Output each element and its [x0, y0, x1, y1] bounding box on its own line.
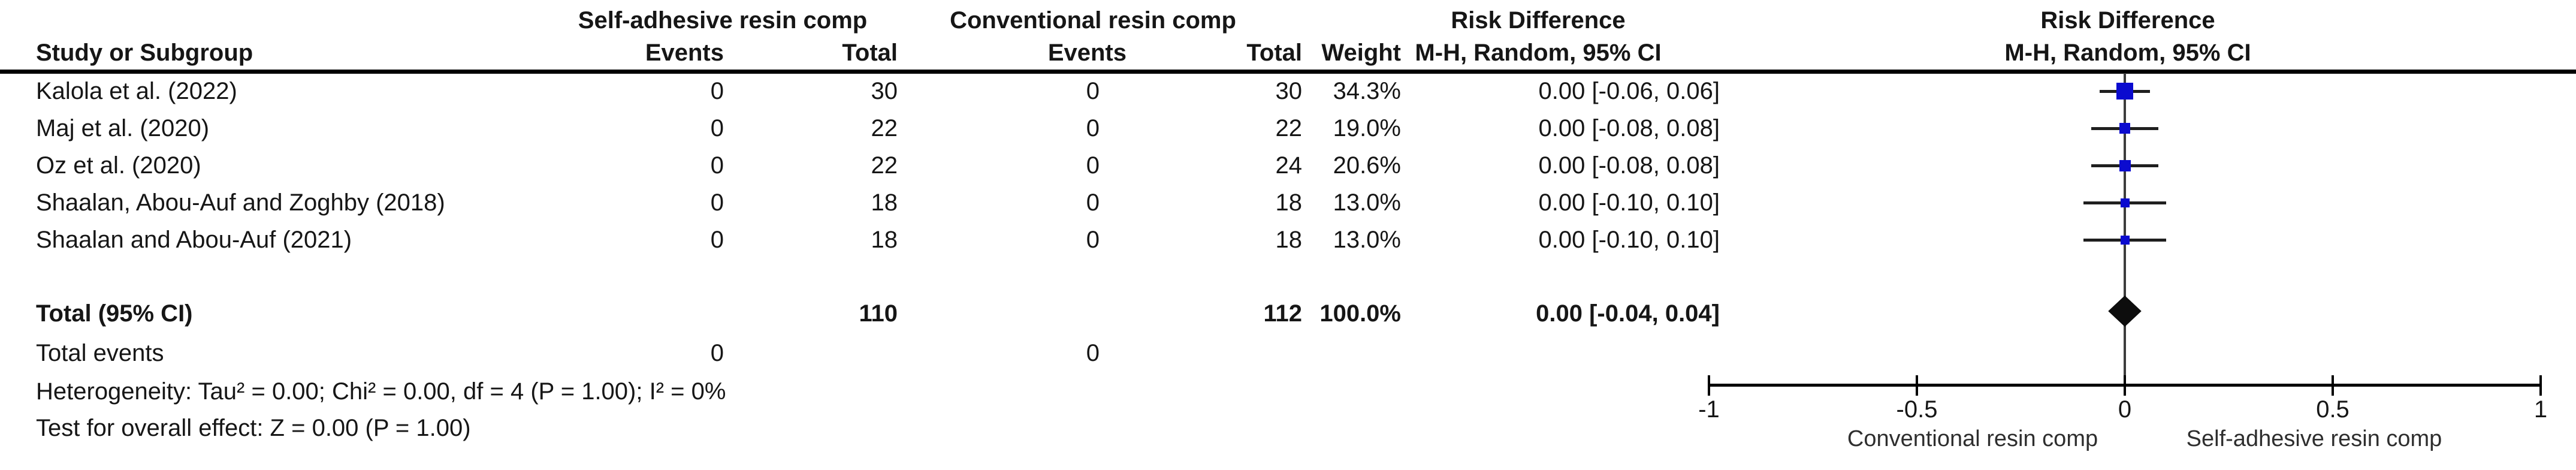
ci-value: 0.00 [-0.08, 0.08] [1538, 152, 1720, 179]
events2-value: 0 [1086, 115, 1100, 141]
weight-value: 13.0% [1333, 227, 1401, 253]
study-name: Maj et al. (2020) [36, 115, 210, 141]
total-row-total1: 110 [859, 300, 898, 327]
weight-value: 13.0% [1333, 189, 1401, 216]
events1-value: 0 [710, 152, 724, 179]
axis-tick [1708, 375, 1710, 396]
col-header-weight: Weight [1321, 40, 1401, 66]
study-name: Oz et al. (2020) [36, 152, 201, 179]
overall-effect-stats: Test for overall effect: Z = 0.00 (P = 1… [36, 415, 471, 441]
total2-value: 24 [1275, 152, 1303, 179]
study-name: Shaalan, Abou-Auf and Zoghby (2018) [36, 189, 445, 216]
total1-value: 18 [871, 227, 898, 253]
weight-value: 20.6% [1333, 152, 1401, 179]
effect-marker [2120, 198, 2130, 207]
risk-difference-header-table: Risk Difference [1451, 7, 1626, 34]
events1-value: 0 [710, 227, 724, 253]
axis-tick-label: -0.5 [1896, 396, 1938, 423]
axis-tick-label: 0.5 [2316, 396, 2349, 423]
axis-tick [2539, 375, 2542, 396]
total-events-value1: 0 [710, 340, 724, 366]
axis-caption-right: Self-adhesive resin comp [2186, 426, 2442, 451]
study-name: Shaalan and Abou-Auf (2021) [36, 227, 352, 253]
effect-marker [2116, 83, 2133, 100]
axis-tick-label: 1 [2533, 396, 2548, 423]
group-header-conventional: Conventional resin comp [950, 7, 1236, 34]
zero-effect-line [2124, 73, 2126, 387]
total-row-weight: 100.0% [1319, 300, 1401, 327]
events1-value: 0 [710, 78, 724, 104]
effect-marker [2119, 123, 2130, 134]
axis-caption-left: Conventional resin comp [1847, 426, 2098, 451]
col-header-events-2: Events [1047, 40, 1127, 66]
col-header-total-1: Total [842, 40, 898, 66]
ci-value: 0.00 [-0.10, 0.10] [1538, 227, 1720, 253]
col-header-mh-ci-table: M-H, Random, 95% CI [1415, 40, 1662, 66]
ci-value: 0.00 [-0.06, 0.06] [1538, 78, 1720, 104]
col-header-mh-ci-plot: M-H, Random, 95% CI [2004, 40, 2251, 66]
events2-value: 0 [1086, 152, 1100, 179]
total2-value: 22 [1275, 115, 1303, 141]
axis-tick-label: 0 [2118, 396, 2132, 423]
events1-value: 0 [710, 189, 724, 216]
total2-value: 18 [1275, 189, 1303, 216]
effect-marker [2119, 159, 2131, 171]
weight-value: 34.3% [1333, 78, 1401, 104]
events2-value: 0 [1086, 189, 1100, 216]
col-header-events-1: Events [645, 40, 724, 66]
summary-diamond [2108, 296, 2142, 327]
axis-tick-label: -1 [1698, 396, 1720, 423]
header-divider-rule [0, 70, 2576, 74]
ci-value: 0.00 [-0.10, 0.10] [1538, 189, 1720, 216]
risk-difference-header-plot: Risk Difference [2040, 7, 2215, 34]
total1-value: 18 [871, 189, 898, 216]
ci-value: 0.00 [-0.08, 0.08] [1538, 115, 1720, 141]
total2-value: 18 [1275, 227, 1303, 253]
heterogeneity-stats: Heterogeneity: Tau² = 0.00; Chi² = 0.00,… [36, 378, 726, 405]
col-header-study: Study or Subgroup [36, 40, 253, 66]
axis-tick [2332, 375, 2334, 396]
events2-value: 0 [1086, 78, 1100, 104]
events1-value: 0 [710, 115, 724, 141]
total1-value: 22 [871, 115, 898, 141]
group-header-self-adhesive: Self-adhesive resin comp [578, 7, 868, 34]
effect-marker [2120, 235, 2130, 245]
total-row-ci: 0.00 [-0.04, 0.04] [1536, 300, 1720, 327]
axis-tick [2124, 375, 2126, 396]
study-name: Kalola et al. (2022) [36, 78, 237, 104]
total-row-label: Total (95% CI) [36, 300, 193, 327]
axis-tick [1916, 375, 1918, 396]
col-header-total-2: Total [1246, 40, 1302, 66]
total-row-total2: 112 [1263, 300, 1302, 327]
events2-value: 0 [1086, 227, 1100, 253]
total1-value: 30 [871, 78, 898, 104]
weight-value: 19.0% [1333, 115, 1401, 141]
total1-value: 22 [871, 152, 898, 179]
total-events-label: Total events [36, 340, 164, 366]
total-events-value2: 0 [1086, 340, 1100, 366]
total2-value: 30 [1275, 78, 1303, 104]
